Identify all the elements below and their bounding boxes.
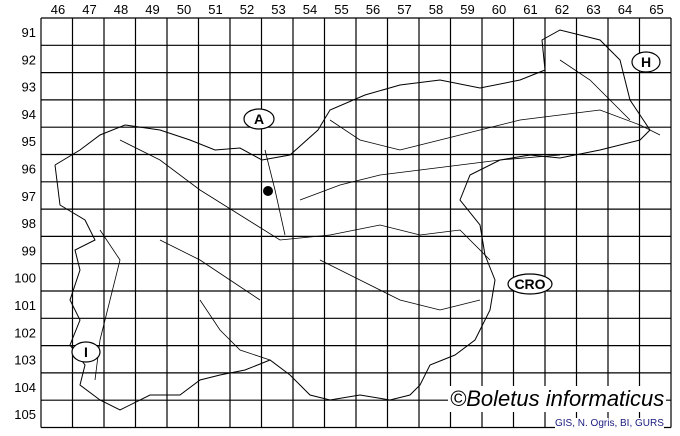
country-label-croatia: CRO (514, 276, 545, 292)
column-label: 60 (492, 2, 506, 17)
row-label: 100 (14, 271, 36, 286)
column-label: 53 (271, 2, 285, 17)
row-label: 98 (22, 216, 36, 231)
country-label-oval (507, 273, 553, 295)
country-label-oval (71, 341, 101, 363)
country-border (54, 29, 651, 411)
column-label: 46 (51, 2, 65, 17)
column-label: 50 (177, 2, 191, 17)
row-label: 104 (14, 380, 36, 395)
rivers (94, 59, 661, 381)
row-label: 91 (22, 25, 36, 40)
column-labels: 46 47 48 49 50 51 52 53 54 55 56 57 58 59 60 61 62 63 64 65 (51, 2, 664, 17)
row-label: 105 (14, 407, 36, 422)
column-label: 62 (555, 2, 569, 17)
column-label: 49 (145, 2, 159, 17)
country-label-italy: I (84, 344, 88, 360)
row-label: 102 (14, 325, 36, 340)
grid-lines (40, 17, 672, 429)
row-label: 93 (22, 80, 36, 95)
column-label: 64 (618, 2, 632, 17)
column-label: 51 (208, 2, 222, 17)
column-label: 57 (397, 2, 411, 17)
row-label: 94 (22, 107, 36, 122)
credit-watermark: ©Boletus informaticus (448, 386, 667, 412)
column-label: 59 (460, 2, 474, 17)
row-label: 103 (14, 353, 36, 368)
country-label-hungary: H (641, 54, 651, 70)
country-label-oval (243, 108, 275, 130)
row-label: 95 (22, 134, 36, 149)
column-label: 56 (366, 2, 380, 17)
column-label: 52 (240, 2, 254, 17)
column-label: 54 (303, 2, 317, 17)
row-label: 97 (22, 189, 36, 204)
row-label: 99 (22, 243, 36, 258)
row-label: 101 (14, 298, 36, 313)
column-label: 61 (523, 2, 537, 17)
row-labels: 91 92 93 94 95 96 97 98 99 100 101 102 103 104 105 (14, 25, 36, 422)
row-label: 92 (22, 52, 36, 67)
country-label-oval (631, 51, 661, 73)
column-label: 47 (82, 2, 96, 17)
row-label: 96 (22, 162, 36, 177)
column-label: 48 (114, 2, 128, 17)
data-source: GIS, N. Ogris, BI, GURS (555, 418, 664, 429)
column-label: 58 (429, 2, 443, 17)
occurrence-dot (263, 186, 273, 196)
country-label-austria: A (254, 111, 264, 127)
column-label: 55 (334, 2, 348, 17)
column-label: 63 (586, 2, 600, 17)
column-label: 65 (649, 2, 663, 17)
